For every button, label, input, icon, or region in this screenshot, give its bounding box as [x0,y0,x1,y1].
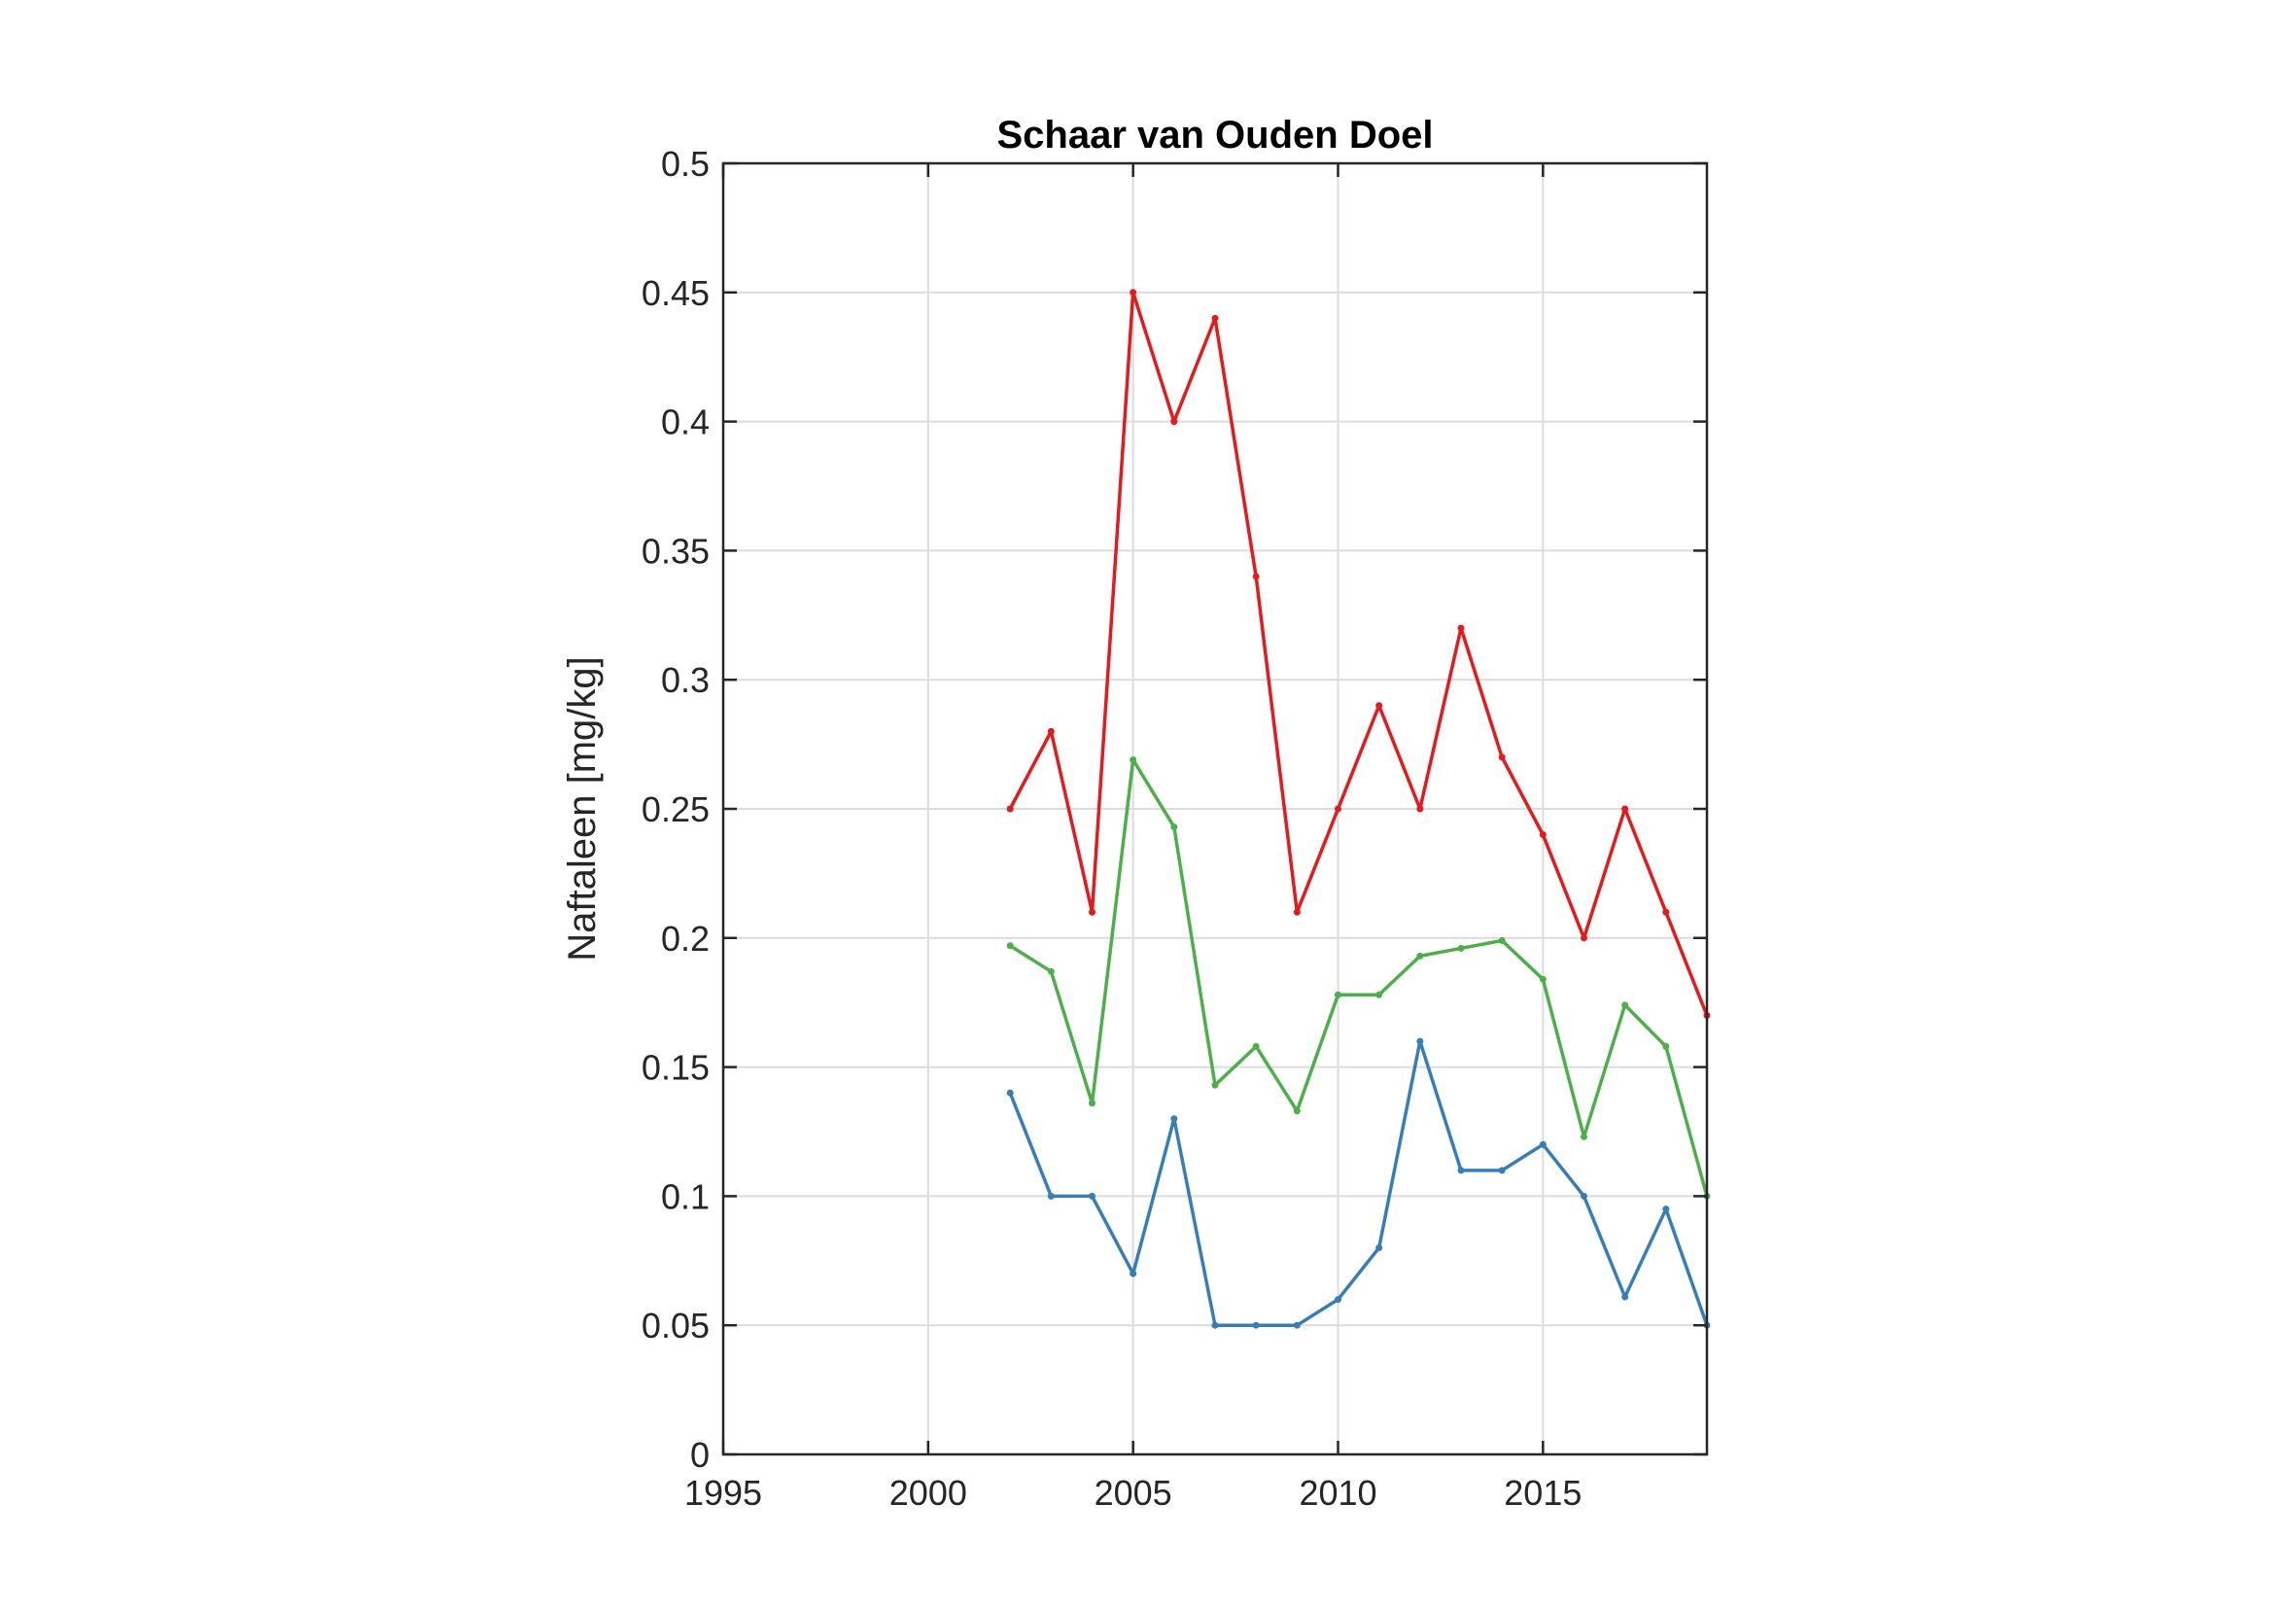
data-point [1662,1206,1670,1213]
data-point [1089,1192,1096,1200]
data-point [1006,942,1014,950]
data-point [1335,1296,1341,1304]
data-point [1211,1321,1219,1329]
y-tick-label: 0.15 [642,1048,710,1088]
data-point [1089,908,1096,916]
y-tick-label: 0.45 [642,273,710,313]
data-point [1621,805,1629,813]
data-point [1252,573,1260,580]
x-tick-labels: 1995 2000 2005 2010 2015 [684,1473,1582,1513]
y-tick-label: 0 [690,1435,710,1475]
series-2 [1006,756,1711,1200]
x-tick-label: 1995 [684,1473,762,1513]
data-point [1293,1107,1301,1115]
data-point [1662,1042,1670,1050]
grid [723,163,1707,1454]
y-tick-label: 0.4 [661,402,710,442]
y-tick-labels: 0 0.05 0.1 0.15 0.2 0.25 0.3 0.35 0.4 0.45 0.5 [642,144,710,1475]
data-point [1375,1244,1383,1252]
data-point [1252,1042,1260,1050]
data-point [1089,1100,1096,1107]
data-point [1498,753,1506,761]
data-point [1047,967,1055,975]
series-layer [1006,289,1711,1329]
data-point [1457,1167,1465,1174]
data-point [1130,756,1137,764]
data-point [1375,991,1383,998]
data-point [1170,1115,1178,1123]
y-tick-label: 0.5 [661,144,710,184]
y-tick-label: 0.3 [661,660,710,700]
data-point [1416,1037,1424,1045]
data-point [1621,1001,1629,1009]
x-tick-label: 2010 [1299,1473,1376,1513]
data-point [1581,1192,1587,1200]
x-tick-label: 2015 [1504,1473,1582,1513]
data-point [1498,936,1506,944]
data-point [1170,418,1178,426]
data-point [1252,1321,1260,1329]
series-1 [1006,289,1711,1019]
chart-title: Schaar van Ouden Doel [996,114,1433,157]
data-point [1416,952,1424,960]
data-point [1293,908,1301,916]
y-tick-label: 0.05 [642,1306,710,1346]
data-point [1621,1293,1629,1301]
data-point [1047,1192,1055,1200]
y-tick-label: 0.25 [642,789,710,829]
data-point [1211,1081,1219,1089]
data-point [1335,991,1341,998]
data-point [1335,805,1341,813]
data-point [1581,934,1587,942]
series-line [1008,1039,1709,1327]
y-tick-label: 0.35 [642,531,710,571]
data-point [1539,975,1547,983]
data-point [1170,823,1178,831]
data-point [1211,314,1219,322]
data-point [1006,1089,1014,1097]
data-point [1293,1321,1301,1329]
tick-marks [721,161,1707,1456]
y-tick-label: 0.2 [661,919,710,959]
data-point [1498,1167,1506,1174]
data-point [1539,831,1547,839]
data-point [1006,805,1014,813]
data-point [1130,1270,1137,1277]
series-line [1008,291,1709,1017]
data-point [1457,624,1465,632]
y-axis-label: Naftaleen [mg/kg] [561,656,604,961]
series-line [1009,757,1709,1197]
y-tick-label: 0.1 [661,1176,710,1216]
series-3 [1006,1037,1711,1329]
data-point [1375,702,1383,710]
data-point [1130,289,1137,297]
x-tick-label: 2000 [889,1473,967,1513]
data-point [1047,727,1055,735]
data-point [1457,944,1465,952]
data-point [1539,1140,1547,1148]
data-point [1581,1133,1587,1140]
x-tick-label: 2005 [1095,1473,1172,1513]
data-point [1416,805,1424,813]
data-point [1662,908,1670,916]
